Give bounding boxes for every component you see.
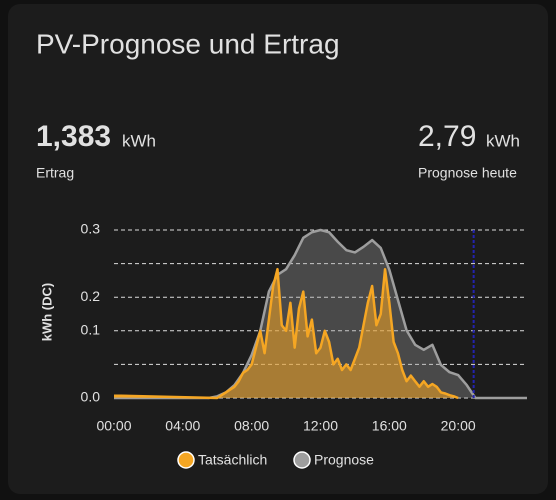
stat-value: 2,79 — [418, 120, 476, 153]
stat-label: Prognose heute — [418, 165, 517, 181]
card — [8, 4, 548, 494]
stat-value: 1,383 — [36, 120, 111, 153]
y-tick-label: 0.2 — [81, 288, 101, 304]
legend-swatch[interactable] — [293, 451, 311, 469]
y-tick-label: 0.0 — [81, 389, 101, 405]
legend-label[interactable]: Tatsächlich — [198, 452, 267, 468]
x-tick-label: 04:00 — [165, 418, 200, 434]
y-tick-label: 0.3 — [81, 221, 101, 237]
series-area — [114, 230, 527, 398]
x-tick-label: 08:00 — [234, 418, 269, 434]
stat-label: Ertrag — [36, 165, 74, 181]
x-tick-label: 12:00 — [303, 418, 338, 434]
legend-swatch[interactable] — [177, 451, 195, 469]
y-axis-title: kWh (DC) — [39, 283, 54, 342]
x-tick-label: 00:00 — [96, 418, 131, 434]
stat-unit: kWh — [486, 131, 520, 150]
series-area — [114, 269, 459, 398]
y-tick-label: 0.1 — [81, 322, 101, 338]
series-line — [114, 267, 459, 400]
legend-label[interactable]: Prognose — [314, 452, 374, 468]
x-tick-label: 16:00 — [372, 418, 407, 434]
x-tick-label: 20:00 — [441, 418, 476, 434]
card-title: PV-Prognose und Ertrag — [36, 28, 340, 59]
stat-unit: kWh — [122, 131, 156, 150]
series-line — [114, 228, 527, 400]
